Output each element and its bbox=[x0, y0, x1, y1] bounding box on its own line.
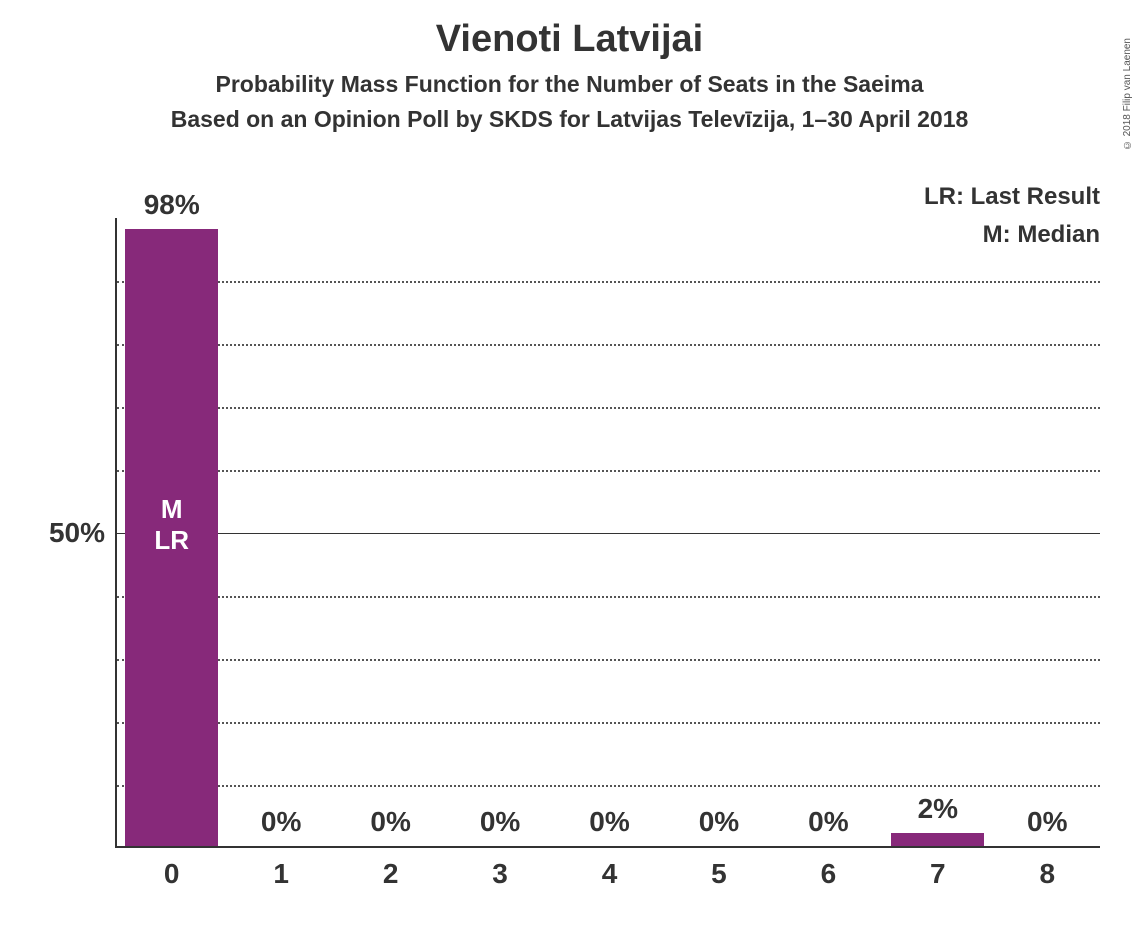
bar-value-label: 0% bbox=[699, 806, 739, 838]
x-axis-tick-label: 0 bbox=[164, 858, 180, 890]
bar-value-label: 0% bbox=[480, 806, 520, 838]
x-axis-tick-label: 1 bbox=[273, 858, 289, 890]
chart-subsubtitle: Based on an Opinion Poll by SKDS for Lat… bbox=[0, 106, 1139, 133]
bar-value-label: 0% bbox=[370, 806, 410, 838]
x-axis-tick-label: 8 bbox=[1039, 858, 1055, 890]
grid-line bbox=[117, 722, 1100, 724]
grid-line bbox=[117, 344, 1100, 346]
bar-value-label: 0% bbox=[1027, 806, 1067, 838]
bar-inner-label: MLR bbox=[154, 494, 189, 556]
chart-subtitle: Probability Mass Function for the Number… bbox=[0, 71, 1139, 98]
grid-line bbox=[117, 659, 1100, 661]
bar-value-label: 98% bbox=[144, 189, 200, 221]
x-axis-tick-label: 7 bbox=[930, 858, 946, 890]
x-axis-tick-label: 2 bbox=[383, 858, 399, 890]
grid-line bbox=[117, 596, 1100, 598]
chart-area: LR: Last Result M: Median 98%0MLR0%10%20… bbox=[30, 178, 1110, 918]
x-axis-tick-label: 6 bbox=[821, 858, 837, 890]
y-axis-tick-label: 50% bbox=[30, 517, 105, 549]
bar-value-label: 2% bbox=[918, 793, 958, 825]
chart-title: Vienoti Latvijai bbox=[0, 18, 1139, 61]
bar bbox=[891, 833, 984, 846]
grid-line bbox=[117, 470, 1100, 472]
bar-value-label: 0% bbox=[808, 806, 848, 838]
grid-line bbox=[117, 281, 1100, 283]
plot-region: 98%0MLR0%10%20%30%40%50%62%70%8 bbox=[115, 218, 1100, 848]
grid-line bbox=[117, 785, 1100, 787]
copyright-text: © 2018 Filip van Laenen bbox=[1122, 38, 1133, 150]
x-axis-tick-label: 4 bbox=[602, 858, 618, 890]
grid-line bbox=[117, 407, 1100, 409]
x-axis-tick-label: 5 bbox=[711, 858, 727, 890]
bar-value-label: 0% bbox=[261, 806, 301, 838]
x-axis-tick-label: 3 bbox=[492, 858, 508, 890]
bar-value-label: 0% bbox=[589, 806, 629, 838]
grid-line bbox=[117, 533, 1100, 534]
legend-lr: LR: Last Result bbox=[924, 178, 1100, 216]
